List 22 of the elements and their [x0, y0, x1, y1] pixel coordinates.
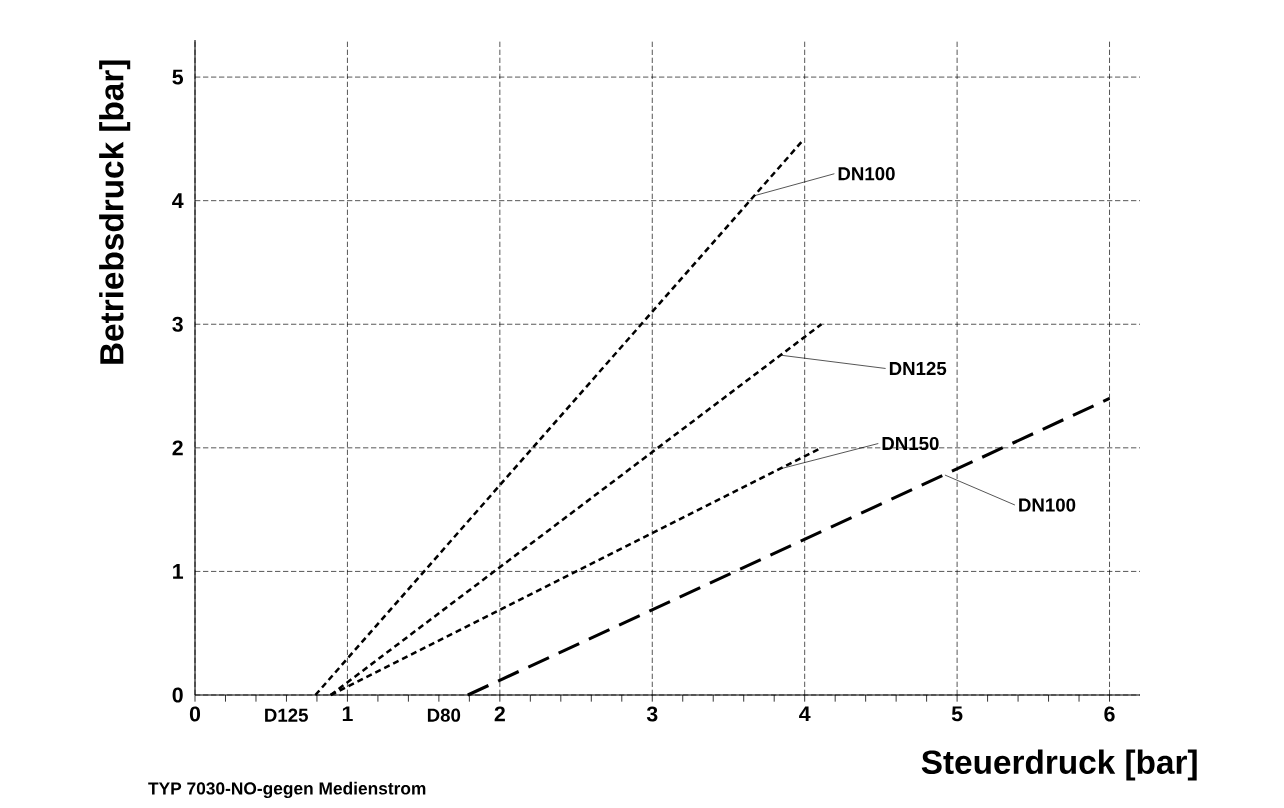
x-axis-title: Steuerdruck [bar] [921, 749, 1197, 781]
x-tick-label: 2 [494, 706, 505, 722]
text: TYP 7030-NO-gegen Medienstrom [148, 781, 426, 799]
y-tick-label: 3 [172, 316, 183, 332]
annotation: DN150 [882, 436, 939, 451]
annotation: DN100 [1019, 498, 1076, 512]
x-tick-label: 3 [646, 706, 658, 722]
y-tick-label: 2 [172, 440, 183, 456]
annotation: DN100 [838, 167, 895, 181]
y-tick-label: 4 [172, 193, 184, 208]
y-tick-label: 5 [172, 69, 184, 85]
annotation: DN125 [889, 361, 947, 376]
y-tick-label: 0 [172, 687, 183, 703]
annotation: D125 [265, 708, 308, 722]
x-tick-label: 4 [799, 706, 811, 722]
x-tick-label: 6 [1104, 706, 1115, 722]
x-tick-label: 1 [342, 706, 353, 722]
x-tick-label: 5 [951, 706, 963, 722]
y-axis-title: Betriebsdruck [bar] [99, 60, 131, 364]
annotation: D80 [427, 708, 461, 722]
x-tick-label: 0 [189, 706, 201, 722]
y-tick-label: 1 [173, 564, 184, 579]
